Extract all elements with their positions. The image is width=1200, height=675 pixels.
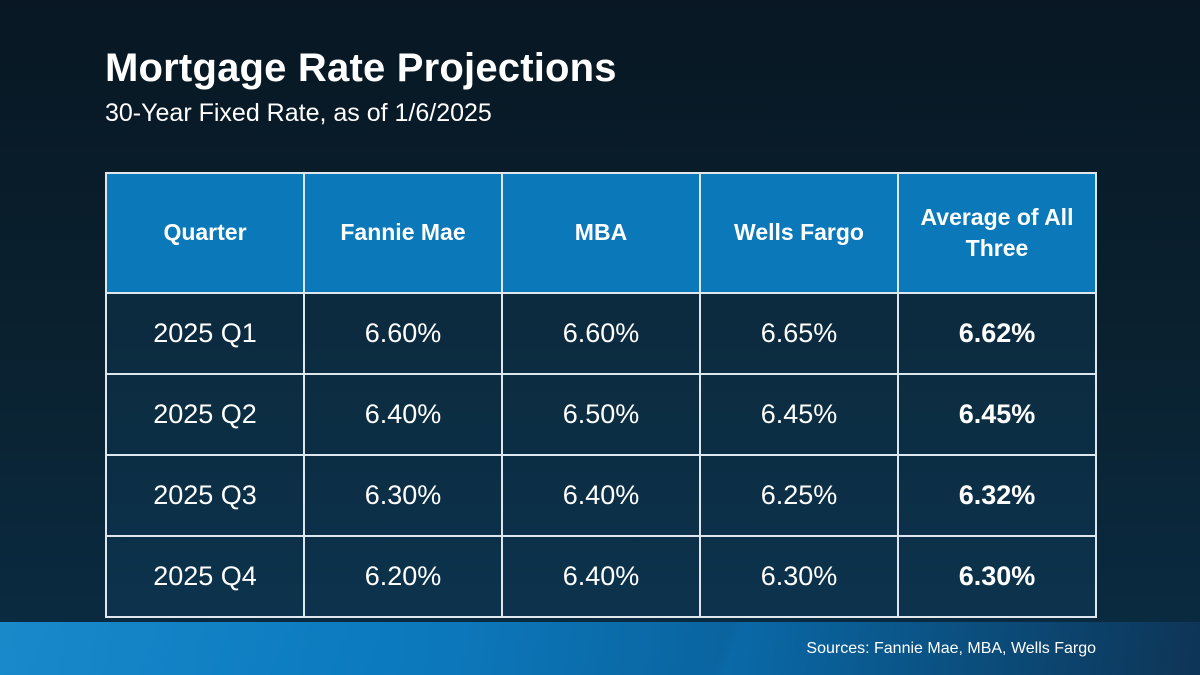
footer-bar: Sources: Fannie Mae, MBA, Wells Fargo [0, 622, 1200, 675]
fannie-mae-cell: 6.20% [303, 535, 503, 618]
sources-note: Sources: Fannie Mae, MBA, Wells Fargo [806, 639, 1096, 657]
mba-cell: 6.60% [501, 292, 701, 375]
wells-fargo-cell: 6.65% [699, 292, 899, 375]
wells-fargo-cell: 6.30% [699, 535, 899, 618]
mortgage-rate-table: Quarter Fannie Mae MBA Wells Fargo Avera… [105, 172, 1097, 618]
column-header-mba: MBA [501, 172, 701, 294]
average-cell: 6.62% [897, 292, 1097, 375]
column-header-average: Average of All Three [897, 172, 1097, 294]
average-cell: 6.30% [897, 535, 1097, 618]
mba-cell: 6.40% [501, 535, 701, 618]
column-header-wells-fargo: Wells Fargo [699, 172, 899, 294]
column-header-fannie-mae: Fannie Mae [303, 172, 503, 294]
wells-fargo-cell: 6.25% [699, 454, 899, 537]
page-subtitle: 30-Year Fixed Rate, as of 1/6/2025 [105, 99, 492, 127]
quarter-cell: 2025 Q3 [105, 454, 305, 537]
quarter-cell: 2025 Q4 [105, 535, 305, 618]
fannie-mae-cell: 6.40% [303, 373, 503, 456]
fannie-mae-cell: 6.60% [303, 292, 503, 375]
mba-cell: 6.50% [501, 373, 701, 456]
table-row: 2025 Q2 6.40% 6.50% 6.45% 6.45% [105, 373, 1097, 456]
quarter-cell: 2025 Q2 [105, 373, 305, 456]
table-row: 2025 Q3 6.30% 6.40% 6.25% 6.32% [105, 454, 1097, 537]
table-row: 2025 Q1 6.60% 6.60% 6.65% 6.62% [105, 292, 1097, 375]
table-row: 2025 Q4 6.20% 6.40% 6.30% 6.30% [105, 535, 1097, 618]
page-title: Mortgage Rate Projections [105, 46, 617, 90]
fannie-mae-cell: 6.30% [303, 454, 503, 537]
wells-fargo-cell: 6.45% [699, 373, 899, 456]
quarter-cell: 2025 Q1 [105, 292, 305, 375]
mba-cell: 6.40% [501, 454, 701, 537]
table-header-row: Quarter Fannie Mae MBA Wells Fargo Avera… [105, 172, 1097, 294]
column-header-quarter: Quarter [105, 172, 305, 294]
average-cell: 6.32% [897, 454, 1097, 537]
average-cell: 6.45% [897, 373, 1097, 456]
